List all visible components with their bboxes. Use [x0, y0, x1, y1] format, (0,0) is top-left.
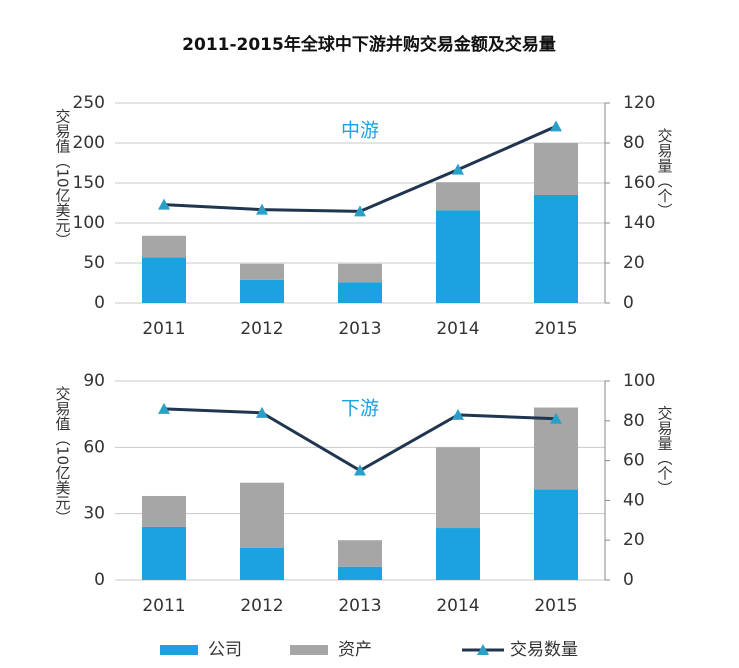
line-marker — [452, 163, 464, 175]
y2-tick-label: 20 — [623, 253, 645, 273]
y-axis-label: 交易值（10亿美元） — [54, 385, 72, 525]
x-tick-label: 2012 — [240, 596, 283, 616]
legend-label: 公司 — [208, 640, 242, 660]
x-tick-label: 2013 — [338, 319, 381, 339]
bar — [240, 263, 284, 280]
line-marker — [158, 198, 170, 210]
bar — [142, 257, 186, 303]
line-marker — [256, 203, 268, 215]
bar — [338, 282, 382, 303]
chart-subtitle: 中游 — [341, 120, 379, 142]
x-tick-label: 2014 — [436, 319, 479, 339]
y-tick-label: 200 — [73, 133, 105, 153]
y-tick-label: 100 — [73, 213, 105, 233]
line-marker — [158, 402, 170, 414]
bar — [338, 566, 382, 580]
line-marker — [550, 120, 562, 132]
y2-tick-label: 80 — [623, 411, 645, 431]
legend-label: 资产 — [338, 640, 372, 660]
page-title: 2011-2015年全球中下游并购交易金额及交易量 — [182, 34, 556, 55]
y2-tick-label: 0 — [623, 570, 634, 590]
bar — [240, 279, 284, 303]
x-tick-label: 2014 — [436, 596, 479, 616]
y-tick-label: 90 — [83, 371, 105, 391]
y-tick-label: 250 — [73, 93, 105, 113]
bar — [436, 210, 480, 303]
bar — [240, 482, 284, 548]
line-marker — [452, 408, 464, 420]
line-marker — [256, 406, 268, 418]
y2-tick-label: 160 — [623, 173, 655, 193]
legend-marker — [477, 644, 489, 655]
legend-swatch — [160, 645, 198, 655]
line-marker — [550, 412, 562, 424]
x-tick-label: 2011 — [142, 596, 185, 616]
bar — [240, 547, 284, 580]
y2-tick-label: 0 — [623, 293, 634, 313]
bar — [436, 182, 480, 211]
line-marker — [354, 464, 366, 476]
bar — [142, 526, 186, 580]
y-tick-label: 0 — [94, 293, 105, 313]
bar — [338, 540, 382, 567]
bar — [534, 143, 578, 195]
y2-tick-label: 120 — [623, 93, 655, 113]
line-marker — [354, 205, 366, 217]
y2-tick-label: 60 — [623, 451, 645, 471]
legend-swatch — [290, 645, 328, 655]
y-tick-label: 30 — [83, 504, 105, 524]
x-tick-label: 2012 — [240, 319, 283, 339]
x-tick-label: 2011 — [142, 319, 185, 339]
x-tick-label: 2015 — [534, 596, 577, 616]
y2-axis-label: 交易量（个） — [656, 405, 674, 496]
bar — [338, 263, 382, 283]
bar — [436, 447, 480, 529]
y2-tick-label: 140 — [623, 213, 655, 233]
x-tick-label: 2013 — [338, 596, 381, 616]
x-tick-label: 2015 — [534, 319, 577, 339]
chart-subtitle: 下游 — [341, 398, 379, 420]
y-tick-label: 0 — [94, 570, 105, 590]
y-tick-label: 60 — [83, 437, 105, 457]
y-axis-label: 交易值（10亿美元） — [54, 108, 72, 248]
y-tick-label: 50 — [83, 253, 105, 273]
legend-label: 交易数量 — [510, 640, 578, 660]
y2-tick-label: 20 — [623, 530, 645, 550]
bar — [436, 528, 480, 580]
bar — [534, 489, 578, 580]
y-tick-label: 150 — [73, 173, 105, 193]
bar — [142, 235, 186, 258]
y2-tick-label: 80 — [623, 133, 645, 153]
y2-tick-label: 40 — [623, 490, 645, 510]
bar — [534, 195, 578, 303]
bar — [142, 495, 186, 527]
y2-axis-label: 交易量（个） — [656, 127, 674, 218]
y2-tick-label: 100 — [623, 371, 655, 391]
